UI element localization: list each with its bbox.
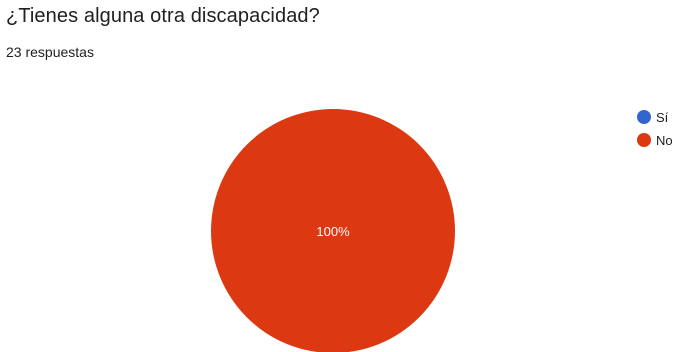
chart-legend: Sí No: [637, 106, 673, 152]
pie-slice-no[interactable]: [211, 109, 455, 352]
legend-swatch-no: [637, 133, 651, 147]
legend-item-no[interactable]: No: [637, 129, 673, 151]
pie-slice-no-label: 100%: [316, 224, 350, 239]
legend-label-si: Sí: [656, 109, 669, 125]
response-count: 23 respuestas: [6, 44, 94, 60]
legend-label-no: No: [656, 132, 673, 148]
legend-item-si[interactable]: Sí: [637, 106, 673, 128]
legend-swatch-si: [637, 110, 651, 124]
question-title: ¿Tienes alguna otra discapacidad?: [6, 5, 320, 27]
